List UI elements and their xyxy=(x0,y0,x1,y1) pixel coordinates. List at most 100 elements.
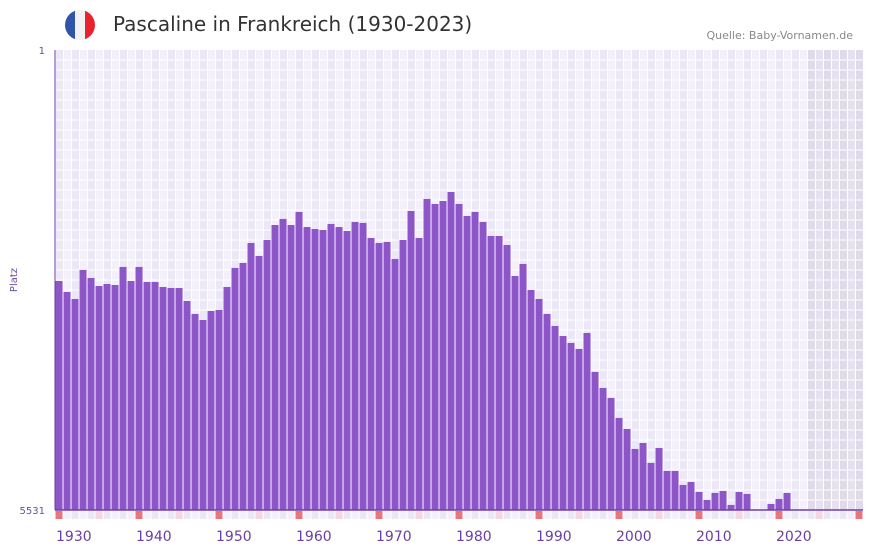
year-marker xyxy=(591,511,599,519)
bar-1992 xyxy=(551,326,559,510)
year-marker xyxy=(407,511,415,519)
year-marker xyxy=(255,511,263,519)
year-marker xyxy=(263,511,271,519)
year-marker xyxy=(775,511,783,519)
year-marker xyxy=(151,511,159,519)
year-marker xyxy=(319,511,327,519)
x-tick-label: 1980 xyxy=(456,529,492,545)
year-marker xyxy=(463,511,471,519)
year-marker xyxy=(95,511,103,519)
year-marker xyxy=(623,511,631,519)
bar-2004 xyxy=(647,462,655,510)
year-marker xyxy=(367,511,375,519)
year-marker xyxy=(279,511,287,519)
year-marker xyxy=(695,511,703,519)
year-marker xyxy=(599,511,607,519)
year-marker xyxy=(719,511,727,519)
year-marker xyxy=(519,511,527,519)
bar-1984 xyxy=(487,235,495,510)
source-link[interactable]: Quelle: Baby-Vornamen.de xyxy=(706,29,853,42)
bar-1963 xyxy=(319,230,327,510)
year-marker xyxy=(855,511,863,519)
bar-1967 xyxy=(351,221,359,510)
year-marker xyxy=(655,511,663,519)
bar-1953 xyxy=(239,262,247,510)
y-tick-top: 1 xyxy=(39,46,45,57)
year-marker xyxy=(159,511,167,519)
bar-1934 xyxy=(87,278,95,510)
bar-1979 xyxy=(447,191,455,510)
bar-1972 xyxy=(391,258,399,510)
year-marker xyxy=(687,511,695,519)
year-marker xyxy=(671,511,679,519)
year-marker xyxy=(751,511,759,519)
y-axis-label: Platz xyxy=(9,268,20,292)
year-marker xyxy=(207,511,215,519)
bar-1987 xyxy=(511,276,519,510)
year-marker xyxy=(711,511,719,519)
year-marker xyxy=(487,511,495,519)
year-marker xyxy=(807,511,815,519)
bar-1962 xyxy=(311,229,319,511)
year-marker xyxy=(799,511,807,519)
bar-1945 xyxy=(175,287,183,510)
bar-1940 xyxy=(135,266,143,510)
x-tick-label: 1990 xyxy=(536,529,572,545)
bar-1938 xyxy=(119,266,127,510)
x-tick-label: 1950 xyxy=(216,529,252,545)
year-marker xyxy=(503,511,511,519)
bar-2016 xyxy=(743,493,751,510)
year-marker xyxy=(311,511,319,519)
x-tick-label: 2020 xyxy=(776,529,812,545)
year-marker xyxy=(247,511,255,519)
bar-1964 xyxy=(327,223,335,510)
bar-2000 xyxy=(615,417,623,510)
year-marker xyxy=(839,511,847,519)
bar-1952 xyxy=(231,267,239,510)
year-marker xyxy=(223,511,231,519)
bar-2005 xyxy=(655,447,663,510)
year-marker xyxy=(327,511,335,519)
year-marker xyxy=(559,511,567,519)
year-marker xyxy=(343,511,351,519)
year-marker xyxy=(87,511,95,519)
year-marker xyxy=(455,511,463,519)
year-marker xyxy=(239,511,247,519)
bar-1930 xyxy=(55,280,63,510)
year-marker xyxy=(143,511,151,519)
bar-1991 xyxy=(543,313,551,510)
bar-2020 xyxy=(775,498,783,510)
year-marker xyxy=(759,511,767,519)
year-marker xyxy=(847,511,855,519)
bar-1981 xyxy=(463,215,471,510)
bar-2007 xyxy=(671,470,679,510)
year-marker xyxy=(631,511,639,519)
year-marker xyxy=(183,511,191,519)
bar-2013 xyxy=(719,490,727,510)
year-marker xyxy=(303,511,311,519)
x-tick-label: 2010 xyxy=(696,529,732,545)
bar-2021 xyxy=(783,492,791,510)
bar-1998 xyxy=(599,387,607,510)
year-marker xyxy=(127,511,135,519)
year-marker xyxy=(335,511,343,519)
bar-1978 xyxy=(439,200,447,510)
year-marker xyxy=(767,511,775,519)
bar-1997 xyxy=(591,371,599,510)
year-marker xyxy=(79,511,87,519)
bar-1960 xyxy=(295,211,303,510)
bar-2019 xyxy=(767,503,775,510)
bar-1996 xyxy=(583,332,591,510)
bar-1999 xyxy=(607,397,615,510)
bar-1956 xyxy=(263,239,271,511)
year-marker xyxy=(727,511,735,519)
bar-1983 xyxy=(479,221,487,510)
bar-2010 xyxy=(695,491,703,510)
bar-1931 xyxy=(63,291,71,510)
year-marker xyxy=(391,511,399,519)
bar-1969 xyxy=(367,237,375,510)
year-marker xyxy=(543,511,551,519)
year-marker xyxy=(447,511,455,519)
bar-2015 xyxy=(735,491,743,510)
